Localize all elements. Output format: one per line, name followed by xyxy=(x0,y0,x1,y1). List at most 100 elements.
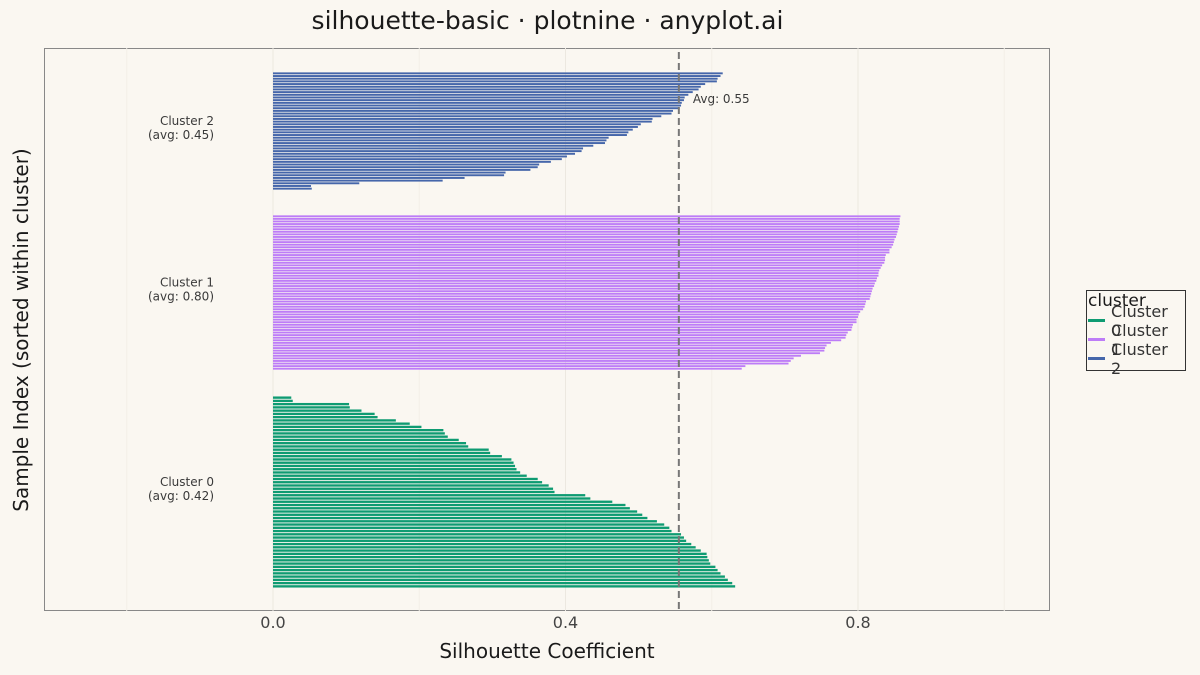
silhouette-bar xyxy=(273,572,721,575)
legend-label: Cluster 0 xyxy=(1110,301,1168,340)
chart-title: silhouette-basic · plotnine · anyplot.ai xyxy=(311,6,784,35)
silhouette-bar xyxy=(273,96,685,99)
silhouette-bar xyxy=(273,300,867,303)
silhouette-bar xyxy=(273,142,605,145)
legend-label: Cluster 1 xyxy=(1110,320,1168,359)
silhouette-bar xyxy=(273,99,684,102)
silhouette-bar xyxy=(273,88,699,91)
x-tick-label: 0.8 xyxy=(845,613,870,632)
silhouette-bar xyxy=(273,362,789,365)
silhouette-bar xyxy=(273,233,897,236)
silhouette-bar xyxy=(273,256,886,259)
silhouette-bar xyxy=(273,182,360,185)
silhouette-bar xyxy=(273,448,489,451)
silhouette-bar xyxy=(273,399,293,403)
silhouette-bar xyxy=(273,93,689,96)
silhouette-bar xyxy=(273,402,350,406)
silhouette-bar xyxy=(273,158,562,161)
silhouette-bar xyxy=(273,77,718,80)
silhouette-bar xyxy=(273,334,847,337)
silhouette-bar xyxy=(273,494,586,497)
silhouette-bar xyxy=(273,365,746,368)
silhouette-bar xyxy=(273,336,846,339)
silhouette-bar xyxy=(273,487,554,490)
silhouette-bar xyxy=(273,357,794,360)
silhouette-bar xyxy=(273,360,791,362)
silhouette-bar xyxy=(273,163,540,166)
silhouette-bar xyxy=(273,277,878,280)
silhouette-bar xyxy=(273,287,873,290)
silhouette-bar xyxy=(273,503,626,507)
silhouette-bar xyxy=(273,187,312,190)
silhouette-bar xyxy=(273,419,396,422)
silhouette-bar xyxy=(273,329,852,331)
silhouette-bar xyxy=(273,352,820,355)
silhouette-bar xyxy=(273,536,684,539)
silhouette-bar xyxy=(273,101,682,104)
silhouette-bar xyxy=(273,179,443,182)
legend-item-cluster-1: Cluster 1 xyxy=(1088,321,1183,359)
silhouette-bar xyxy=(273,150,582,153)
silhouette-bar xyxy=(273,131,629,134)
cluster-avg-label: (avg: 0.42) xyxy=(148,489,214,503)
silhouette-bar xyxy=(273,412,375,416)
silhouette-bar xyxy=(273,75,721,77)
silhouette-bar xyxy=(273,432,445,435)
silhouette-bar xyxy=(273,520,657,523)
silhouette-bar xyxy=(273,435,448,438)
silhouette-bar xyxy=(273,507,630,510)
silhouette-bar xyxy=(273,259,886,262)
silhouette-bar xyxy=(273,128,633,131)
silhouette-bar xyxy=(273,318,857,321)
cluster-label: Cluster 1 xyxy=(160,276,214,290)
silhouette-bar xyxy=(273,147,584,150)
silhouette-bar xyxy=(273,246,892,249)
silhouette-bar xyxy=(273,546,696,549)
legend-swatch xyxy=(1088,357,1105,360)
silhouette-bar xyxy=(273,269,880,272)
silhouette-bar xyxy=(273,455,502,458)
silhouette-bar xyxy=(273,72,723,75)
silhouette-bar xyxy=(273,112,672,115)
silhouette-bar xyxy=(273,85,701,88)
silhouette-bar xyxy=(273,267,881,269)
silhouette-bar xyxy=(273,429,444,432)
silhouette-bar xyxy=(273,542,692,546)
silhouette-bar xyxy=(273,568,718,572)
silhouette-bar xyxy=(273,261,885,264)
silhouette-bar xyxy=(273,313,859,316)
silhouette-bar xyxy=(273,529,672,533)
silhouette-bar xyxy=(273,331,848,334)
silhouette-bar xyxy=(273,217,900,220)
silhouette-bar xyxy=(273,298,870,300)
silhouette-bar xyxy=(273,104,682,107)
silhouette-bar xyxy=(273,308,864,311)
silhouette-bar xyxy=(273,295,871,298)
silhouette-bar xyxy=(273,254,886,256)
silhouette-bar xyxy=(273,305,865,308)
legend-swatch xyxy=(1088,338,1105,341)
silhouette-bar xyxy=(273,174,505,177)
silhouette-bar xyxy=(273,134,627,136)
cluster-label: Cluster 0 xyxy=(160,475,214,489)
silhouette-bar xyxy=(273,445,469,448)
silhouette-bar xyxy=(273,228,899,231)
silhouette-bar xyxy=(273,292,872,295)
silhouette-bar xyxy=(273,523,665,526)
plot-panel xyxy=(44,48,1050,611)
silhouette-bar xyxy=(273,438,459,442)
silhouette-bar xyxy=(273,282,875,285)
silhouette-bar xyxy=(273,144,594,147)
silhouette-bar xyxy=(273,279,877,282)
silhouette-bar xyxy=(273,347,826,349)
silhouette-bar xyxy=(273,238,895,241)
silhouette-bar xyxy=(273,559,709,562)
silhouette-bar xyxy=(273,490,555,494)
silhouette-bar xyxy=(273,562,711,565)
cluster-avg-label: (avg: 0.45) xyxy=(148,128,214,142)
silhouette-bar xyxy=(273,155,567,158)
silhouette-bar xyxy=(273,415,378,419)
silhouette-bar xyxy=(273,471,521,474)
silhouette-bar xyxy=(273,152,576,155)
silhouette-bar xyxy=(273,500,613,503)
